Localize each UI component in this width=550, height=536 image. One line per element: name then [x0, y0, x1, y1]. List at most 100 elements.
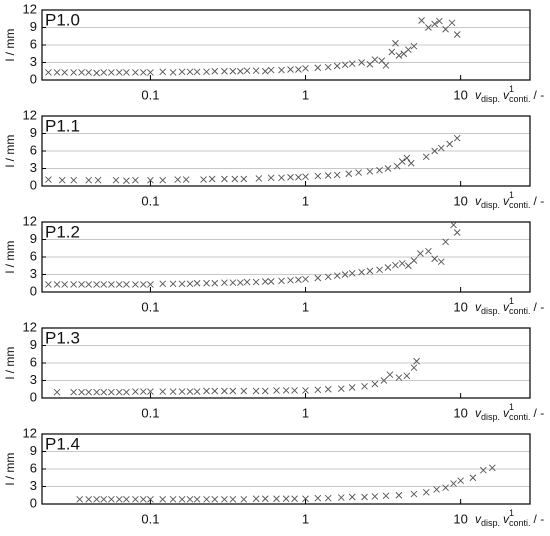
- marker: [425, 247, 432, 255]
- panel-title: P1.4: [45, 434, 80, 453]
- x-label-var: v: [503, 194, 510, 208]
- marker: [302, 275, 309, 283]
- marker: [178, 496, 186, 503]
- marker: [200, 176, 207, 183]
- marker: [193, 68, 201, 76]
- marker: [348, 493, 356, 501]
- marker: [58, 176, 66, 184]
- panel-title: P1.1: [45, 116, 80, 135]
- marker: [384, 264, 392, 271]
- marker: [261, 278, 269, 285]
- y-tick-label: 9: [30, 231, 37, 246]
- marker: [159, 280, 167, 288]
- marker: [140, 69, 147, 76]
- panel-title: P1.3: [45, 328, 80, 347]
- y-tick-label: 9: [30, 443, 37, 458]
- y-tick-label: 3: [30, 266, 37, 281]
- marker: [229, 496, 237, 503]
- marker: [366, 168, 374, 175]
- marker: [388, 48, 396, 56]
- marker: [231, 175, 239, 183]
- x-label-unit: / -: [534, 512, 545, 526]
- marker: [295, 276, 302, 284]
- y-tick-label: 0: [30, 495, 37, 510]
- plot-frame: [41, 433, 531, 505]
- x-axis-label: vdisp. v1 conti. / -: [475, 296, 544, 316]
- marker: [431, 147, 438, 155]
- marker: [85, 281, 93, 288]
- marker: [431, 255, 438, 263]
- marker: [221, 279, 228, 286]
- plot-frame: [41, 115, 531, 187]
- marker: [186, 280, 194, 288]
- x-tick-label: 1: [302, 405, 309, 420]
- marker: [132, 496, 139, 503]
- marker: [410, 257, 418, 264]
- x-label-unit: / -: [534, 194, 545, 208]
- marker: [132, 281, 139, 288]
- marker: [422, 153, 430, 161]
- x-label-sub: disp.: [481, 306, 500, 316]
- marker: [240, 496, 248, 503]
- marker: [450, 480, 457, 487]
- marker: [392, 261, 399, 269]
- marker: [395, 491, 403, 499]
- x-label-unit: / -: [534, 406, 545, 420]
- marker: [267, 278, 275, 285]
- marker: [115, 388, 123, 396]
- marker: [324, 172, 332, 179]
- marker: [278, 66, 285, 74]
- marker: [221, 387, 228, 395]
- marker: [45, 176, 52, 183]
- marker: [45, 69, 52, 76]
- marker: [410, 364, 418, 371]
- marker: [261, 387, 269, 395]
- marker: [70, 388, 77, 396]
- marker: [193, 388, 201, 395]
- marker: [252, 387, 260, 395]
- marker: [211, 387, 219, 395]
- x-label-sup: 1: [509, 508, 514, 518]
- marker: [380, 377, 388, 384]
- marker: [488, 464, 496, 472]
- x-tick-label: 10: [453, 193, 467, 208]
- y-axis-label: l / mm: [3, 29, 17, 62]
- marker: [418, 17, 425, 24]
- marker: [295, 173, 302, 181]
- x-label-sup: 1: [509, 402, 514, 412]
- marker: [302, 173, 309, 180]
- marker: [70, 176, 77, 184]
- y-tick-label: 0: [30, 71, 37, 86]
- marker: [348, 270, 356, 277]
- y-tick-label: 9: [30, 19, 37, 34]
- y-tick-label: 3: [30, 478, 37, 493]
- marker: [169, 280, 177, 288]
- marker: [252, 278, 260, 286]
- marker: [70, 281, 77, 288]
- marker: [85, 69, 93, 76]
- marker: [382, 62, 390, 69]
- marker: [252, 67, 260, 74]
- marker: [45, 281, 52, 288]
- marker: [193, 279, 201, 287]
- y-tick-label: 0: [30, 283, 37, 298]
- x-label-unit: / -: [534, 300, 545, 314]
- panel-title: P1.2: [45, 222, 80, 241]
- x-label-var: v: [503, 300, 510, 314]
- marker: [108, 69, 115, 76]
- x-tick-label: 10: [453, 87, 467, 102]
- marker: [78, 388, 85, 396]
- marker: [252, 495, 260, 503]
- marker: [382, 492, 390, 500]
- x-label-var: v: [503, 406, 510, 420]
- marker: [203, 68, 210, 76]
- x-axis-label: vdisp. v1 conti. / -: [475, 402, 544, 422]
- marker: [433, 486, 440, 493]
- marker: [203, 387, 210, 395]
- marker: [229, 279, 237, 286]
- y-tick-label: 6: [30, 354, 37, 369]
